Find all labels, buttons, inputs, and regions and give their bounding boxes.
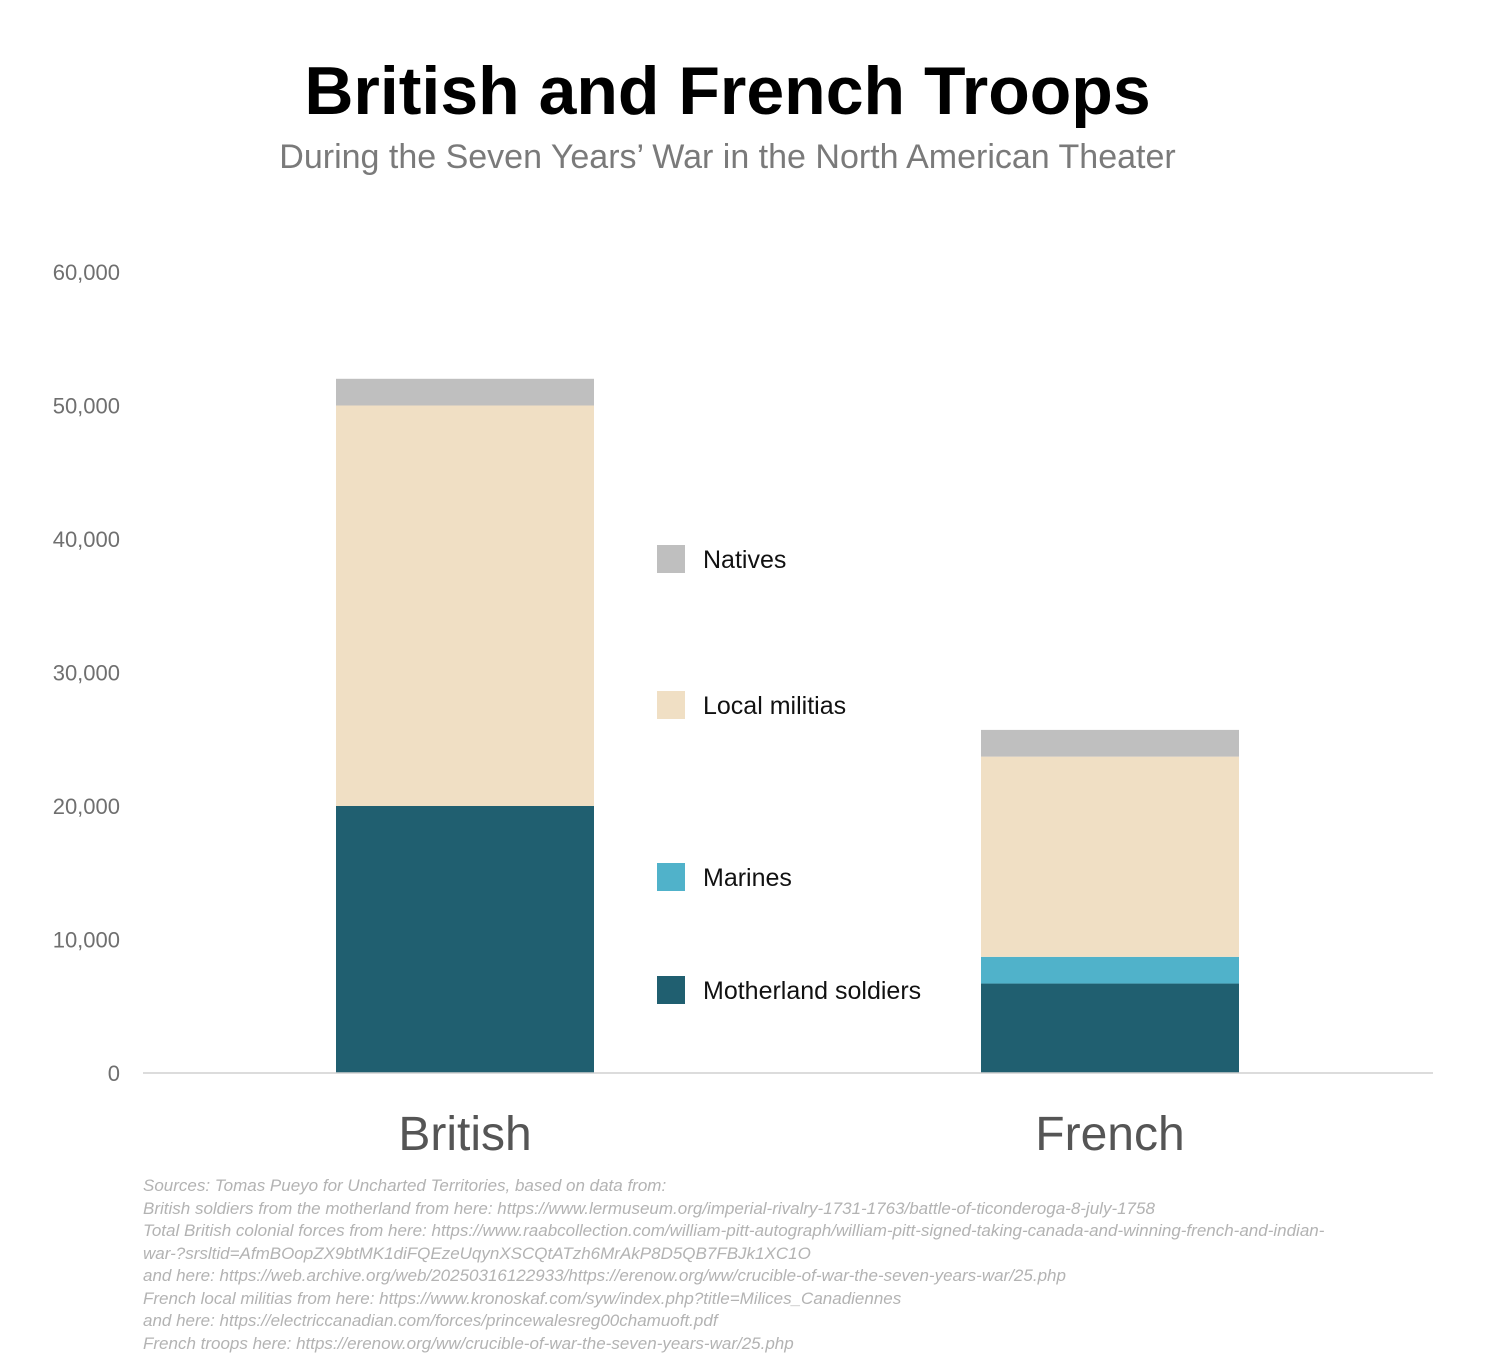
stacked-bar-chart: 0 10,000 20,000 30,000 40,000 50,000 60,000 Br… (53, 260, 1433, 1161)
bar-segment-french-local-militias (981, 756, 1239, 957)
sources-note: Sources: Tomas Pueyo for Uncharted Terri… (143, 1175, 1463, 1355)
x-category-label: French (1035, 1108, 1184, 1161)
x-category-label: British (398, 1108, 531, 1161)
legend-label-local-militias: Local militias (703, 692, 846, 720)
sources-line: French local militias from here: https:/… (143, 1288, 902, 1308)
legend-swatch-natives (657, 545, 685, 573)
y-tick-label: 0 (108, 1061, 120, 1086)
y-tick-label: 30,000 (53, 661, 120, 686)
bar-segment-british-natives (336, 378, 594, 406)
sources-line: British soldiers from the motherland fro… (143, 1198, 1155, 1218)
sources-line: French troops here: https://erenow.org/w… (143, 1333, 794, 1353)
y-tick-label: 10,000 (53, 928, 120, 953)
legend-swatch-local-militias (657, 691, 685, 719)
bar-segment-french-motherland-soldiers (981, 983, 1239, 1073)
x-axis-category-labels: British French (398, 1108, 1184, 1161)
y-tick-label: 20,000 (53, 794, 120, 819)
chart-title: British and French Troops (304, 53, 1151, 129)
bars (336, 378, 1239, 1073)
bar-segment-french-marines (981, 956, 1239, 984)
sources-line: Sources: Tomas Pueyo for Uncharted Terri… (143, 1176, 667, 1195)
legend-label-motherland-soldiers: Motherland soldiers (703, 977, 921, 1005)
sources-line: and here: https://electriccanadian.com/f… (143, 1311, 718, 1330)
sources-line: and here: https://web.archive.org/web/20… (143, 1266, 1066, 1285)
bar-segment-british-local-militias (336, 405, 594, 806)
legend-label-marines: Marines (703, 864, 792, 892)
legend: Natives Local militias Marines Motherland s… (657, 545, 921, 1005)
y-tick-label: 40,000 (53, 527, 120, 552)
y-tick-label: 60,000 (53, 260, 120, 285)
legend-swatch-motherland-soldiers (657, 976, 685, 1004)
sources-line: Total British colonial forces from here:… (143, 1221, 1325, 1240)
chart-subtitle: During the Seven Years’ War in the North… (279, 138, 1176, 176)
sources-line: war-?srsltid=AfmBOopZX9btMK1diFQEzeUqynX… (143, 1243, 811, 1263)
y-tick-label: 50,000 (53, 394, 120, 419)
bar-segment-british-motherland-soldiers (336, 806, 594, 1073)
y-axis-tick-labels: 0 10,000 20,000 30,000 40,000 50,000 60,000 (53, 260, 120, 1086)
bar-segment-french-natives (981, 729, 1239, 757)
legend-swatch-marines (657, 863, 685, 891)
legend-label-natives: Natives (703, 546, 786, 574)
